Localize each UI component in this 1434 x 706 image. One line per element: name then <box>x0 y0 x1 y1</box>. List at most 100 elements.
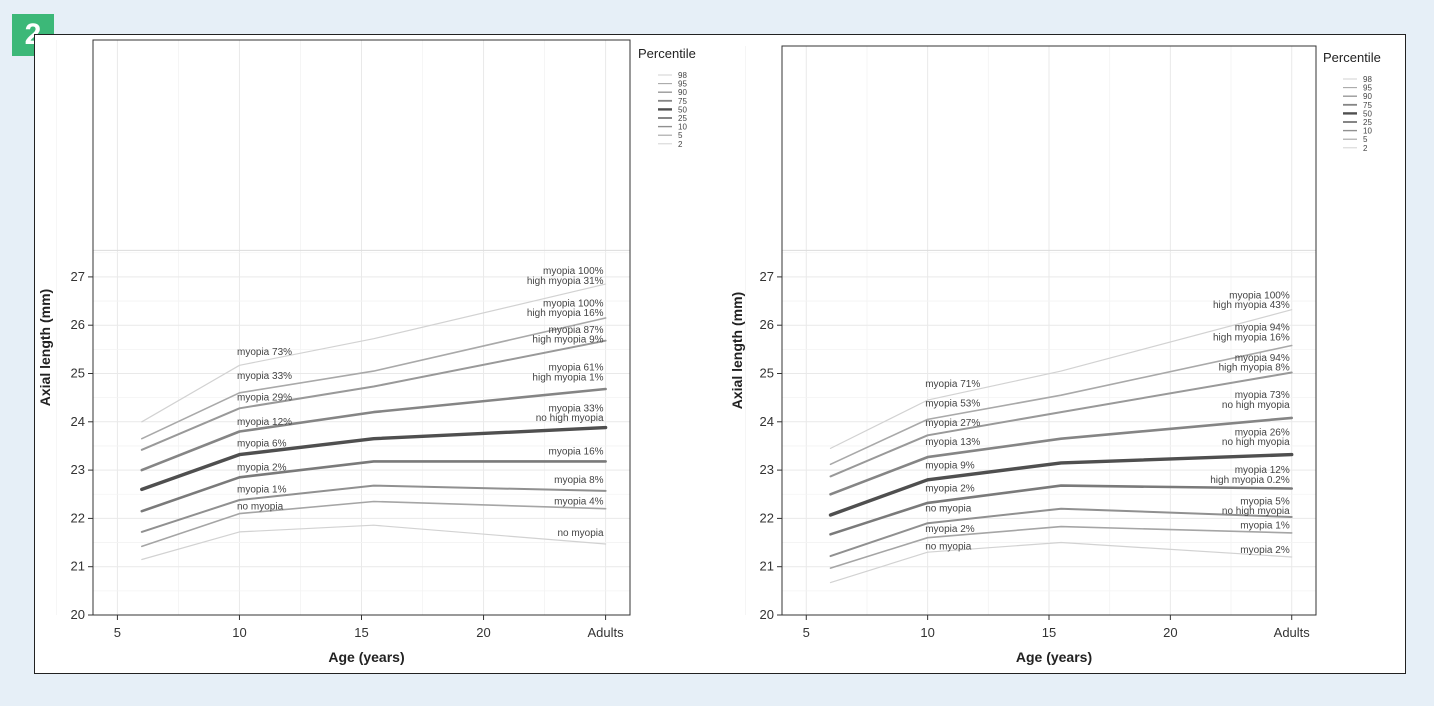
legend-label-p90: 90 <box>678 88 687 97</box>
series-line-p50 <box>140 425 608 492</box>
y-tick-label: 26 <box>760 317 774 332</box>
annotation-label: myopia 73% <box>1235 390 1290 401</box>
y-tick-label: 27 <box>760 269 774 284</box>
annotation-label: myopia 27% <box>925 418 980 429</box>
annotation-label: high myopia 8% <box>1219 363 1290 374</box>
annotation-label: myopia 73% <box>237 347 292 358</box>
y-tick-label: 23 <box>760 462 774 477</box>
x-tick-label: 15 <box>1042 625 1056 640</box>
legend-label-p95: 95 <box>1363 84 1372 93</box>
series-lines <box>828 309 1294 584</box>
series-line-p25 <box>140 460 607 513</box>
legend-label-p25: 25 <box>678 114 687 123</box>
legend-label-p2: 2 <box>1363 144 1368 153</box>
y-tick-label: 20 <box>760 607 774 622</box>
annotation-label: myopia 1% <box>1240 521 1290 532</box>
annotation-label: myopia 71% <box>925 379 980 390</box>
annotation-label: no high myopia <box>1222 506 1290 517</box>
series-line-p2 <box>829 541 1293 584</box>
legend-label-p98: 98 <box>678 71 687 80</box>
legend-label-p10: 10 <box>678 123 687 132</box>
annotation-label: myopia 33% <box>549 403 604 414</box>
legend-label-p5: 5 <box>1363 135 1368 144</box>
annotation-label: myopia 2% <box>237 463 287 474</box>
annotation-label: myopia 100% <box>1229 290 1290 301</box>
y-tick-label: 25 <box>760 366 774 381</box>
annotation-label: myopia 9% <box>925 460 975 471</box>
annotation-label: no myopia <box>925 504 972 515</box>
legend-label-p75: 75 <box>678 97 687 106</box>
annotation-label: myopia 87% <box>549 325 604 336</box>
annotation-label: myopia 29% <box>237 393 292 404</box>
legend-label-p2: 2 <box>678 140 683 149</box>
series-line-p75 <box>829 416 1293 496</box>
x-tick-label: Adults <box>1274 625 1311 640</box>
series-line-p98 <box>141 283 607 423</box>
gridlines <box>55 40 630 616</box>
annotation-label: myopia 1% <box>237 484 287 495</box>
series-line-p90 <box>140 339 607 451</box>
y-tick-label: 21 <box>71 559 85 574</box>
annotation-label: myopia 16% <box>549 447 604 458</box>
annotation-label: myopia 2% <box>925 524 975 535</box>
annotation-label: myopia 13% <box>925 437 980 448</box>
series-line-p95 <box>141 317 607 440</box>
y-axis-title: Axial length (mm) <box>729 292 745 409</box>
annotations: myopia 100%high myopia 31%myopia 100%hig… <box>237 266 604 539</box>
x-tick-label: 10 <box>920 625 934 640</box>
x-axis-title: Age (years) <box>328 649 404 665</box>
annotation-label: high myopia 1% <box>532 372 603 383</box>
annotation-label: myopia 12% <box>237 417 292 428</box>
annotation-label: no high myopia <box>1222 400 1290 411</box>
annotation-label: high myopia 0.2% <box>1210 475 1290 486</box>
y-axis-title: Axial length (mm) <box>37 289 53 406</box>
annotation-label: myopia 33% <box>237 371 292 382</box>
annotation-label: myopia 2% <box>1240 545 1290 556</box>
figure-panel <box>34 34 1406 674</box>
legend-label-p75: 75 <box>1363 101 1372 110</box>
legend-label-p90: 90 <box>1363 92 1372 101</box>
x-tick-label: 10 <box>232 625 246 640</box>
y-tick-label: 27 <box>71 269 85 284</box>
annotation-label: no high myopia <box>536 413 604 424</box>
series-line-p5 <box>141 500 607 548</box>
x-tick-label: 5 <box>114 625 121 640</box>
annotation-label: high myopia 16% <box>527 308 604 319</box>
legend-label-p5: 5 <box>678 131 683 140</box>
series-line-p5 <box>829 525 1293 569</box>
series-line-p98 <box>829 309 1293 449</box>
series-line-p95 <box>829 344 1293 466</box>
x-axis-title: Age (years) <box>1016 649 1092 665</box>
legend-label-p25: 25 <box>1363 118 1372 127</box>
annotation-label: myopia 8% <box>554 475 604 486</box>
y-tick-label: 24 <box>71 414 85 429</box>
series-line-p25 <box>829 484 1293 536</box>
annotation-label: myopia 26% <box>1235 427 1290 438</box>
annotation-label: no myopia <box>237 501 284 512</box>
y-tick-label: 22 <box>71 510 85 525</box>
series-line-p2 <box>141 524 607 561</box>
annotation-label: high myopia 31% <box>527 276 604 287</box>
legend-label-p50: 50 <box>678 105 687 114</box>
legend-label-p10: 10 <box>1363 127 1372 136</box>
x-tick-label: Adults <box>588 625 625 640</box>
x-tick-label: 5 <box>803 625 810 640</box>
y-tick-label: 26 <box>71 317 85 332</box>
legend-label-p98: 98 <box>1363 75 1372 84</box>
annotation-label: no high myopia <box>1222 437 1290 448</box>
annotation-label: high myopia 16% <box>1213 332 1290 343</box>
y-tick-label: 21 <box>760 559 774 574</box>
annotations: myopia 100%high myopia 43%myopia 94%high… <box>925 290 1290 556</box>
annotation-label: myopia 100% <box>543 266 604 277</box>
annotation-label: no myopia <box>557 528 604 539</box>
annotation-label: myopia 61% <box>549 363 604 374</box>
y-tick-label: 25 <box>71 366 85 381</box>
annotation-label: myopia 12% <box>1235 465 1290 476</box>
series-line-p75 <box>140 387 607 472</box>
series-line-p10 <box>829 507 1293 558</box>
